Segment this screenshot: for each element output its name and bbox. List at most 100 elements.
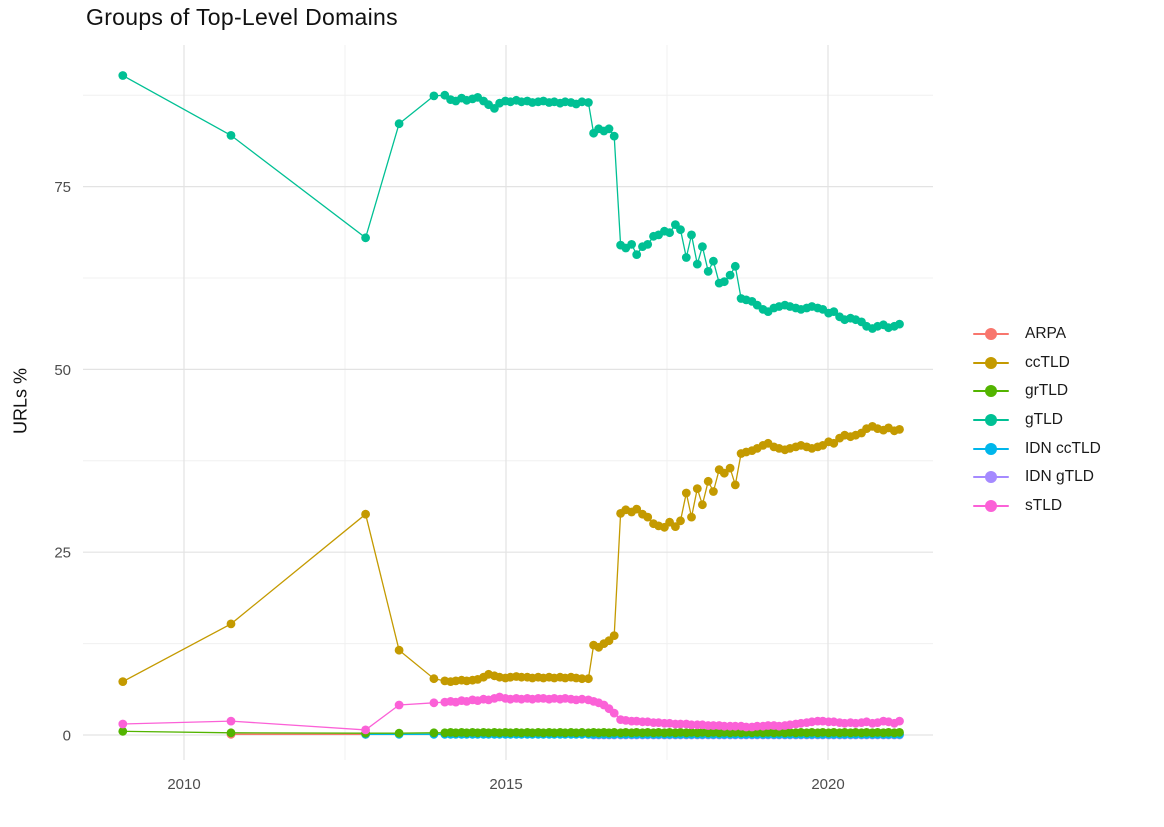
data-point — [703, 267, 713, 276]
data-point — [429, 91, 439, 101]
legend-key-icon — [973, 414, 1009, 427]
data-point — [687, 512, 696, 522]
y-tick-label: 0 — [63, 728, 71, 745]
x-tick-label: 2015 — [489, 776, 522, 793]
data-point — [226, 131, 236, 140]
x-tick-label: 2020 — [811, 776, 844, 793]
data-point — [687, 230, 696, 240]
legend-item-idn-cctld: IDN ccTLD — [973, 434, 1101, 463]
data-point — [118, 719, 128, 729]
legend-label: ARPA — [1025, 325, 1067, 343]
data-point — [627, 240, 636, 249]
legend: ARPA ccTLD grTLD gTLD IDN ccTLD IDN gTLD sTLD — [973, 320, 1101, 520]
legend-item-cctld: ccTLD — [973, 349, 1101, 378]
data-point — [118, 71, 128, 80]
data-point — [361, 725, 370, 735]
y-tick-label: 75 — [54, 179, 71, 196]
data-point — [703, 476, 713, 486]
data-point — [584, 674, 593, 684]
data-point — [730, 480, 740, 490]
data-point — [361, 233, 370, 243]
data-point — [665, 228, 674, 238]
data-point — [226, 619, 236, 629]
data-point — [429, 698, 439, 708]
data-point — [577, 674, 587, 684]
data-point — [577, 97, 587, 107]
data-point — [725, 270, 735, 280]
data-point — [118, 726, 128, 736]
series-stld — [118, 692, 904, 735]
data-point — [394, 645, 404, 655]
data-point — [829, 307, 839, 316]
legend-label: IDN ccTLD — [1025, 439, 1101, 457]
data-point — [698, 500, 707, 510]
legend-key-icon — [973, 328, 1009, 341]
data-point — [719, 468, 729, 478]
data-point — [609, 708, 619, 718]
legend-key-icon — [973, 471, 1009, 484]
data-point — [226, 716, 236, 726]
x-tick-label: 2010 — [167, 776, 200, 793]
data-point — [692, 259, 702, 269]
data-point — [118, 677, 128, 686]
y-axis-title: URLs % — [10, 367, 31, 435]
data-point — [895, 319, 904, 329]
data-point — [698, 242, 707, 252]
legend-label: grTLD — [1025, 382, 1069, 400]
data-point — [895, 716, 904, 726]
data-point — [895, 728, 904, 737]
data-point — [895, 425, 904, 434]
series-cctld — [118, 422, 904, 686]
legend-item-grtld: grTLD — [973, 377, 1101, 406]
legend-label: gTLD — [1025, 411, 1063, 429]
y-tick-label: 25 — [54, 545, 71, 562]
chart-title: Groups of Top-Level Domains — [86, 4, 398, 30]
legend-label: ccTLD — [1025, 353, 1070, 371]
legend-key-icon — [973, 499, 1009, 512]
series-arpa — [226, 729, 370, 739]
data-point — [361, 509, 370, 519]
legend-key-icon — [973, 442, 1009, 455]
legend-label: IDN gTLD — [1025, 468, 1094, 486]
data-point — [226, 728, 236, 738]
legend-item-idn-gtld: IDN gTLD — [973, 463, 1101, 492]
data-point — [709, 256, 718, 266]
data-point — [681, 488, 691, 498]
data-point — [429, 728, 439, 738]
data-point — [671, 522, 680, 531]
data-point — [577, 728, 587, 737]
data-point — [692, 484, 702, 493]
data-point — [394, 728, 404, 738]
series-gtld — [118, 71, 904, 333]
y-tick-label: 50 — [54, 362, 71, 379]
legend-key-icon — [973, 356, 1009, 369]
data-point — [394, 119, 404, 129]
data-point — [725, 463, 735, 473]
data-point — [709, 487, 718, 496]
data-point — [719, 277, 729, 287]
legend-item-stld: sTLD — [973, 492, 1101, 521]
data-point — [676, 225, 685, 235]
legend-label: sTLD — [1025, 496, 1063, 514]
legend-key-icon — [973, 385, 1009, 398]
data-point — [730, 261, 740, 271]
data-point — [681, 253, 691, 262]
data-point — [632, 504, 642, 514]
data-point — [632, 250, 642, 259]
legend-item-arpa: ARPA — [973, 320, 1101, 349]
data-point — [609, 131, 619, 141]
data-point — [429, 674, 439, 684]
legend-item-gtld: gTLD — [973, 406, 1101, 435]
data-point — [584, 98, 593, 107]
data-point — [604, 124, 614, 134]
data-point — [643, 512, 653, 522]
data-point — [829, 438, 839, 448]
data-point — [394, 700, 404, 710]
series-grtld — [118, 726, 904, 738]
data-point — [577, 694, 587, 704]
data-point — [643, 240, 653, 249]
data-point — [609, 631, 619, 640]
data-point — [609, 728, 619, 737]
